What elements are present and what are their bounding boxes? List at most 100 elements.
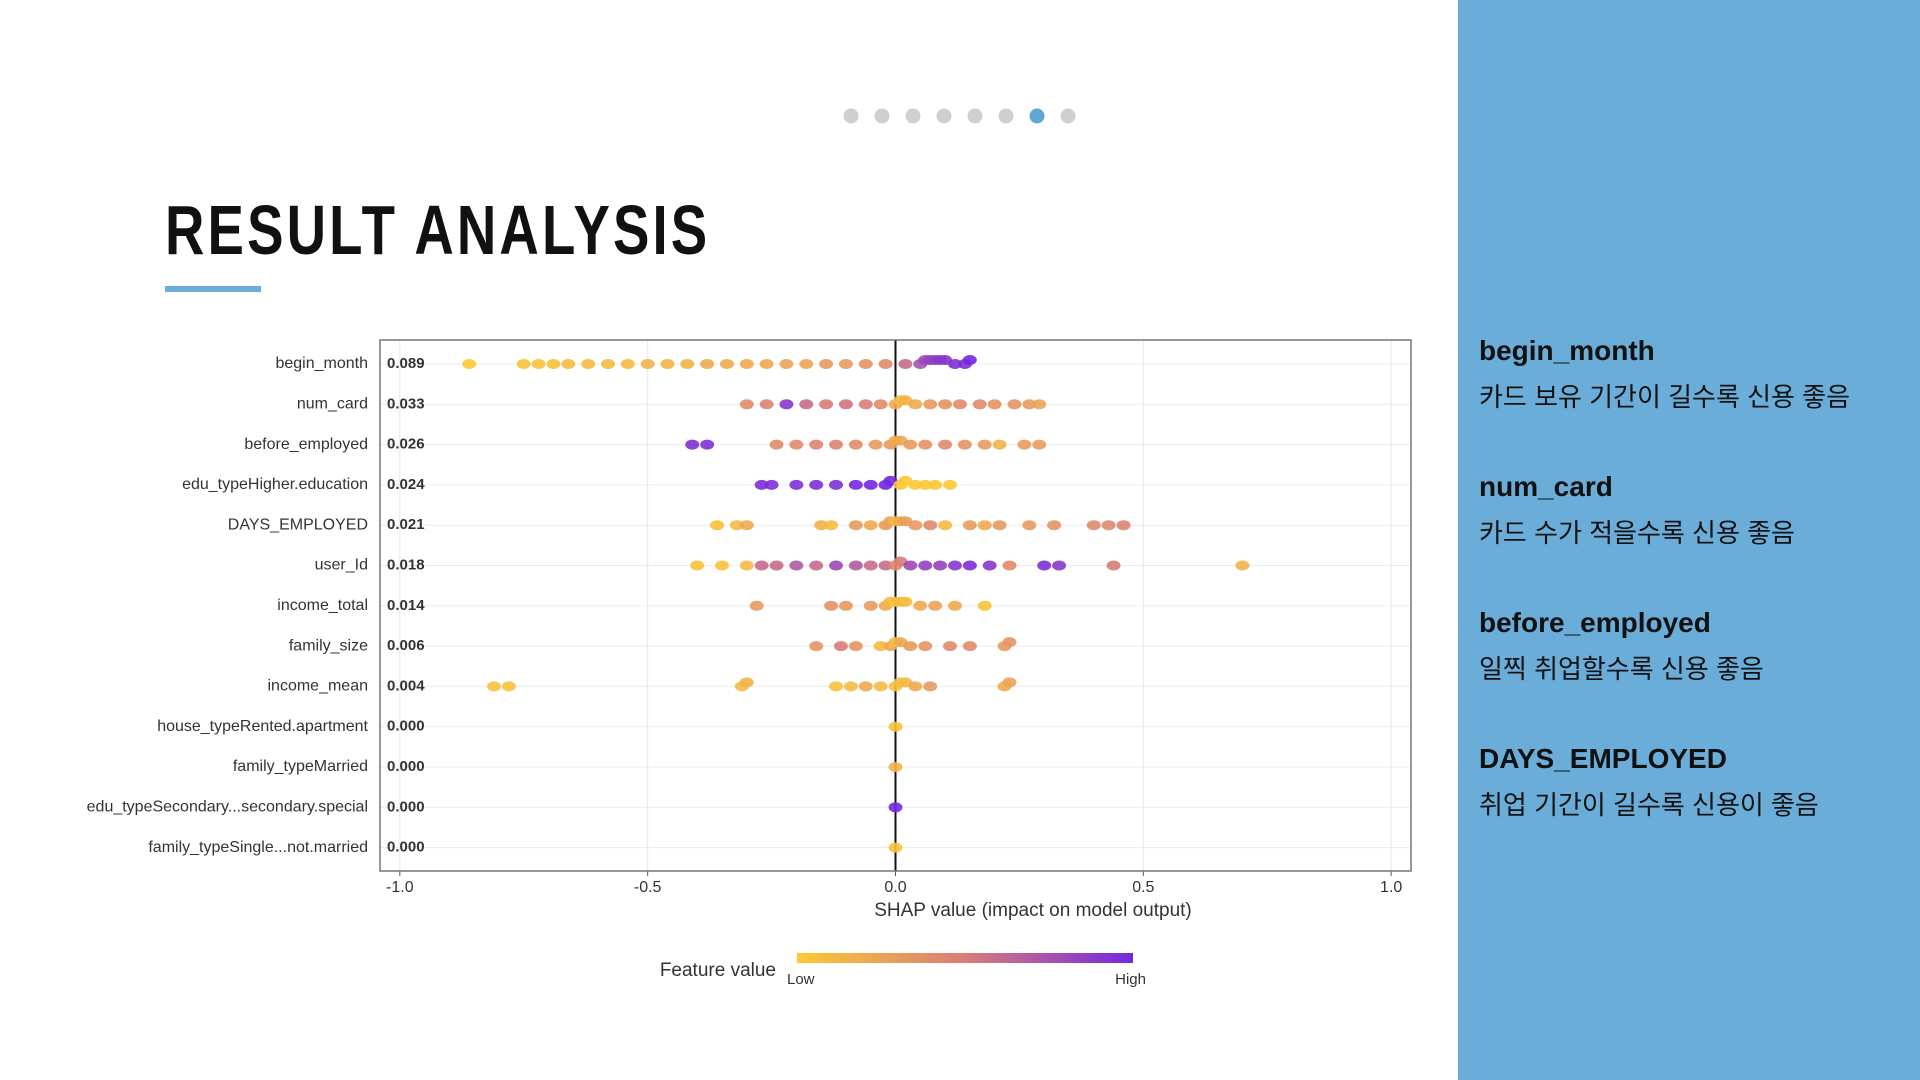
page-dot[interactable] bbox=[998, 108, 1014, 124]
note: begin_month 카드 보유 기간이 길수록 신용 좋음 bbox=[1479, 335, 1850, 414]
shap-point bbox=[863, 479, 878, 490]
feature-label: num_card bbox=[297, 396, 368, 413]
importance-label: 0.000 bbox=[387, 718, 425, 735]
feature-label: begin_month bbox=[275, 355, 368, 372]
note-text: 일찍 취업할수록 신용 좋음 bbox=[1479, 654, 1764, 684]
x-tick-label: 0.0 bbox=[884, 879, 906, 896]
feature-label: income_total bbox=[277, 597, 368, 614]
shap-point bbox=[1116, 520, 1131, 531]
shap-point bbox=[888, 842, 903, 853]
shap-point bbox=[868, 439, 883, 450]
shap-point bbox=[739, 677, 754, 688]
shap-point bbox=[799, 359, 814, 369]
shap-point bbox=[943, 641, 958, 652]
shap-point bbox=[992, 439, 1007, 450]
page-dot[interactable] bbox=[936, 108, 952, 124]
shap-point bbox=[1017, 439, 1032, 450]
shap-point bbox=[977, 439, 992, 450]
shap-point bbox=[908, 479, 923, 490]
shap-point bbox=[819, 359, 834, 369]
page-dot[interactable] bbox=[843, 108, 859, 124]
importance-label: 0.033 bbox=[387, 395, 425, 412]
shap-point bbox=[809, 439, 824, 450]
shap-point bbox=[739, 359, 754, 369]
shap-point bbox=[680, 359, 695, 369]
shap-point bbox=[719, 359, 734, 369]
page-dot-active[interactable] bbox=[1029, 108, 1045, 124]
shap-point bbox=[858, 399, 873, 410]
shap-point bbox=[898, 596, 913, 607]
feature-label: edu_typeHigher.education bbox=[182, 476, 368, 493]
shap-point bbox=[809, 641, 824, 652]
shap-point bbox=[848, 439, 863, 450]
chart: SHAP value (impact on model output) Feat… bbox=[87, 339, 1412, 988]
page-dot[interactable] bbox=[905, 108, 921, 124]
note-text: 취업 기간이 길수록 신용이 좋음 bbox=[1479, 790, 1819, 820]
colorbar bbox=[797, 953, 1133, 963]
legend-low: Low bbox=[787, 971, 815, 988]
shap-point bbox=[1002, 637, 1017, 648]
shap-point bbox=[710, 520, 725, 531]
feature-label: DAYS_EMPLOYED bbox=[228, 516, 368, 533]
title-underline bbox=[165, 286, 261, 292]
shap-point bbox=[903, 641, 918, 652]
shap-point bbox=[848, 641, 863, 652]
shap-point bbox=[789, 439, 804, 450]
shap-point bbox=[819, 399, 834, 410]
shap-point bbox=[829, 479, 844, 490]
shap-point bbox=[700, 359, 715, 369]
shap-point bbox=[729, 520, 744, 531]
shap-point bbox=[814, 520, 829, 531]
shap-point bbox=[829, 560, 844, 571]
feature-label: edu_typeSecondary...secondary.special bbox=[87, 799, 368, 816]
shap-point bbox=[982, 560, 997, 571]
shap-point bbox=[1002, 560, 1017, 571]
shap-point bbox=[858, 359, 873, 369]
page-dot[interactable] bbox=[1060, 108, 1076, 124]
shap-point bbox=[848, 479, 863, 490]
importance-label: 0.004 bbox=[387, 677, 425, 694]
shap-point bbox=[898, 359, 913, 369]
shap-point bbox=[962, 641, 977, 652]
shap-point bbox=[838, 600, 853, 611]
feature-label: family_typeSingle...not.married bbox=[148, 839, 368, 856]
shap-point bbox=[918, 641, 933, 652]
note: before_employed 일찍 취업할수록 신용 좋음 bbox=[1479, 607, 1764, 686]
shap-point bbox=[918, 439, 933, 450]
shap-point bbox=[779, 359, 794, 369]
shap-point bbox=[938, 399, 953, 410]
shap-point bbox=[952, 399, 967, 410]
note-heading: num_card bbox=[1479, 471, 1613, 502]
shap-point bbox=[660, 359, 675, 369]
shap-point bbox=[1052, 560, 1067, 571]
shap-point bbox=[1022, 520, 1037, 531]
shap-point bbox=[962, 560, 977, 571]
shap-point bbox=[987, 399, 1002, 410]
pagination bbox=[843, 108, 1076, 124]
page-dot[interactable] bbox=[874, 108, 890, 124]
shap-point bbox=[739, 399, 754, 410]
x-tick-label: 1.0 bbox=[1380, 879, 1402, 896]
shap-point bbox=[848, 560, 863, 571]
note-heading: before_employed bbox=[1479, 607, 1711, 638]
shap-point bbox=[1086, 520, 1101, 531]
shap-point bbox=[888, 721, 903, 732]
importance-label: 0.021 bbox=[387, 516, 425, 533]
x-tick-label: -0.5 bbox=[634, 879, 662, 896]
shap-point bbox=[933, 560, 948, 571]
page-dot[interactable] bbox=[967, 108, 983, 124]
importance-label: 0.000 bbox=[387, 798, 425, 815]
shap-point bbox=[947, 359, 962, 369]
shap-point bbox=[754, 479, 769, 490]
shap-point bbox=[918, 479, 933, 490]
slide-title: RESULT ANALYSIS bbox=[165, 191, 711, 269]
shap-point bbox=[923, 399, 938, 410]
plot-frame bbox=[379, 339, 1412, 872]
shap-point bbox=[1032, 439, 1047, 450]
shap-point bbox=[789, 479, 804, 490]
shap-point bbox=[1002, 677, 1017, 688]
shap-point bbox=[908, 681, 923, 692]
shap-point bbox=[769, 560, 784, 571]
shap-point bbox=[992, 520, 1007, 531]
shap-point bbox=[908, 520, 923, 531]
